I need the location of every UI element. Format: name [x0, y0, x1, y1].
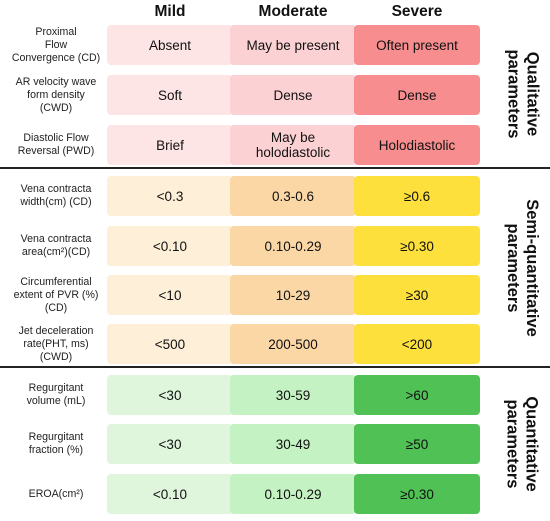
cell-value: 30-59: [275, 387, 311, 403]
cell-severe: ≥30: [354, 275, 480, 315]
cell-value: 10-29: [275, 287, 311, 303]
cell-severe: Dense: [354, 75, 480, 115]
cell-value: ≥50: [405, 436, 429, 452]
cell-mild: <0.10: [107, 226, 233, 266]
cell-value: Dense: [273, 87, 313, 103]
cell-value: 0.10-0.29: [264, 238, 322, 254]
cell-value: Soft: [157, 87, 182, 103]
cell-value: ≥30: [405, 287, 429, 303]
section-divider: [0, 366, 550, 368]
cell-value: >60: [405, 387, 429, 403]
cell-severe: Holodiastolic: [354, 125, 480, 165]
cell-value: <30: [158, 436, 182, 452]
cell-mild: Brief: [107, 125, 233, 165]
parameter-label: AR velocity wave form density (CWD): [15, 75, 97, 114]
parameter-label: Vena contracta area(cm²)(CD): [20, 233, 92, 258]
header-severe: Severe: [391, 3, 443, 20]
cell-severe: ≥0.6: [354, 176, 480, 216]
cell-moderate: May be present: [230, 25, 356, 65]
parameter-label: Regurgitant fraction (%): [28, 431, 84, 456]
header-mild: Mild: [154, 3, 186, 20]
cell-value: <30: [158, 387, 182, 403]
cell-value: <0.10: [152, 486, 188, 502]
cell-value: May be present: [246, 37, 340, 53]
cell-moderate: May be holodiastolic: [230, 125, 356, 165]
cell-value: 0.10-0.29: [264, 486, 322, 502]
header-moderate: Moderate: [258, 3, 328, 20]
cell-severe: ≥50: [354, 424, 480, 464]
parameter-label: EROA(cm²): [28, 487, 84, 500]
cell-value: Brief: [156, 137, 184, 153]
parameter-label: Circumferential extent of PVR (%) (CD): [13, 275, 99, 314]
cell-mild: Absent: [107, 25, 233, 65]
cell-mild: <30: [107, 375, 233, 415]
cell-moderate: 0.10-0.29: [230, 474, 356, 514]
parameter-label: Diastolic Flow Reversal (PWD): [17, 132, 95, 157]
section-title-qualitative: Qualitative parameters: [504, 49, 542, 139]
cell-value: Often present: [376, 37, 458, 53]
parameter-label: Proximal Flow Convergence (CD): [11, 25, 101, 64]
section-divider: [0, 167, 550, 169]
cell-mild: <0.3: [107, 176, 233, 216]
cell-value: <10: [158, 287, 182, 303]
cell-value: 30-49: [275, 436, 311, 452]
cell-severe: <200: [354, 324, 480, 364]
cell-severe: ≥0.30: [354, 474, 480, 514]
parameter-label: Vena contracta width(cm) (CD): [20, 183, 92, 208]
cell-moderate: 200-500: [230, 324, 356, 364]
cell-mild: <500: [107, 324, 233, 364]
cell-moderate: 30-49: [230, 424, 356, 464]
cell-value: <200: [401, 336, 433, 352]
cell-value: ≥0.30: [400, 238, 434, 254]
cell-severe: >60: [354, 375, 480, 415]
cell-value: ≥0.6: [403, 188, 431, 204]
cell-mild: <30: [107, 424, 233, 464]
cell-moderate: 10-29: [230, 275, 356, 315]
cell-value: Holodiastolic: [378, 137, 456, 153]
cell-value: <0.10: [152, 238, 188, 254]
cell-value: 0.3-0.6: [271, 188, 315, 204]
cell-mild: <0.10: [107, 474, 233, 514]
cell-value: <0.3: [156, 188, 184, 204]
cell-value: <500: [154, 336, 186, 352]
cell-value: May be holodiastolic: [255, 130, 331, 160]
cell-moderate: 30-59: [230, 375, 356, 415]
cell-mild: <10: [107, 275, 233, 315]
cell-moderate: Dense: [230, 75, 356, 115]
cell-value: Dense: [397, 87, 437, 103]
cell-value: ≥0.30: [400, 486, 434, 502]
parameter-label: Regurgitant volume (mL): [26, 382, 86, 407]
cell-severe: ≥0.30: [354, 226, 480, 266]
cell-moderate: 0.10-0.29: [230, 226, 356, 266]
cell-mild: Soft: [107, 75, 233, 115]
parameter-label: Jet deceleration rate(PHT, ms) (CWD): [18, 324, 94, 363]
cell-severe: Often present: [354, 25, 480, 65]
cell-moderate: 0.3-0.6: [230, 176, 356, 216]
section-title-quantitative: Quantitative parameters: [504, 396, 542, 492]
cell-value: Absent: [148, 37, 192, 53]
section-title-semi-quantitative: Semi-quantitative parameters: [504, 199, 541, 337]
cell-value: 200-500: [268, 336, 318, 352]
